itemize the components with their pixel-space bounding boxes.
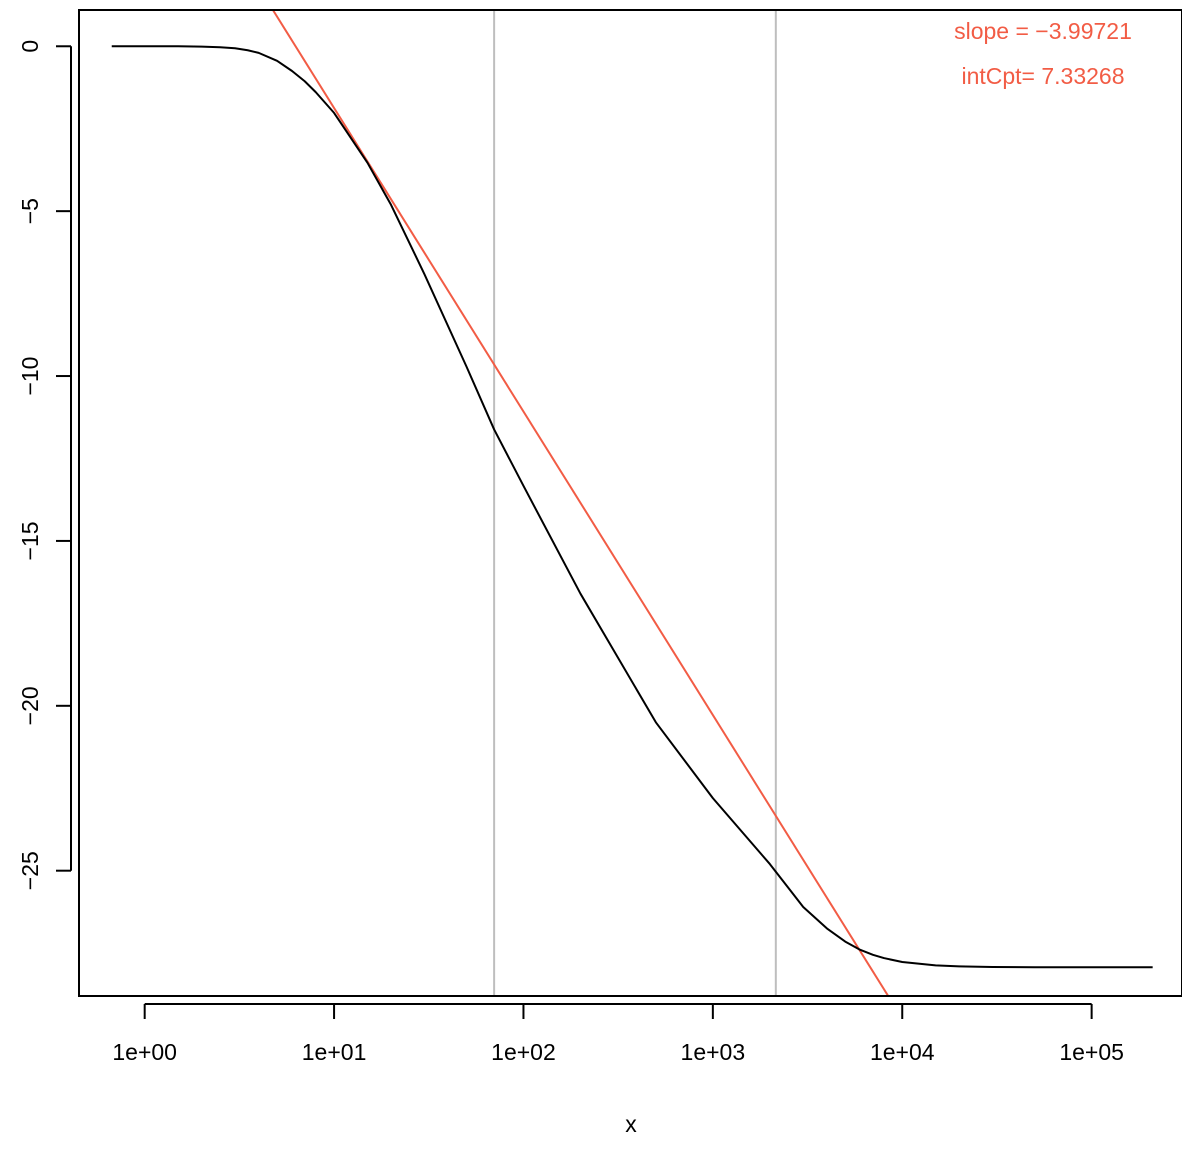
- y-tick-label: 0: [17, 40, 43, 53]
- x-tick-label: 1e+00: [112, 1039, 177, 1065]
- fit-line: [271, 10, 890, 996]
- x-tick-label: 1e+04: [870, 1039, 935, 1065]
- y-axis: 0 −5 −10 −15 −20 −25: [17, 40, 72, 890]
- intercept-annotation: intCpt= 7.33268: [961, 63, 1124, 89]
- data-curve-group: [111, 45, 1153, 969]
- vertical-reference-lines: [493, 10, 777, 996]
- y-tick-label: −20: [17, 686, 43, 725]
- x-tick-label: 1e+03: [681, 1039, 746, 1065]
- y-tick-label: −15: [17, 521, 43, 560]
- fit-line-group: [271, 10, 890, 996]
- x-axis-title: x: [625, 1111, 637, 1137]
- x-tick-label: 1e+05: [1059, 1039, 1124, 1065]
- slope-annotation: slope = −3.99721: [954, 18, 1132, 44]
- y-tick-label: −10: [17, 357, 43, 396]
- data-curve-1: [111, 45, 1153, 969]
- plot-frame: [78, 9, 1182, 997]
- x-axis: 1e+00 1e+01 1e+02 1e+03 1e+04 1e+05: [112, 1003, 1124, 1065]
- x-tick-label: 1e+01: [302, 1039, 367, 1065]
- x-tick-label: 1e+02: [491, 1039, 556, 1065]
- y-tick-label: −5: [17, 198, 43, 224]
- y-tick-label: −25: [17, 851, 43, 890]
